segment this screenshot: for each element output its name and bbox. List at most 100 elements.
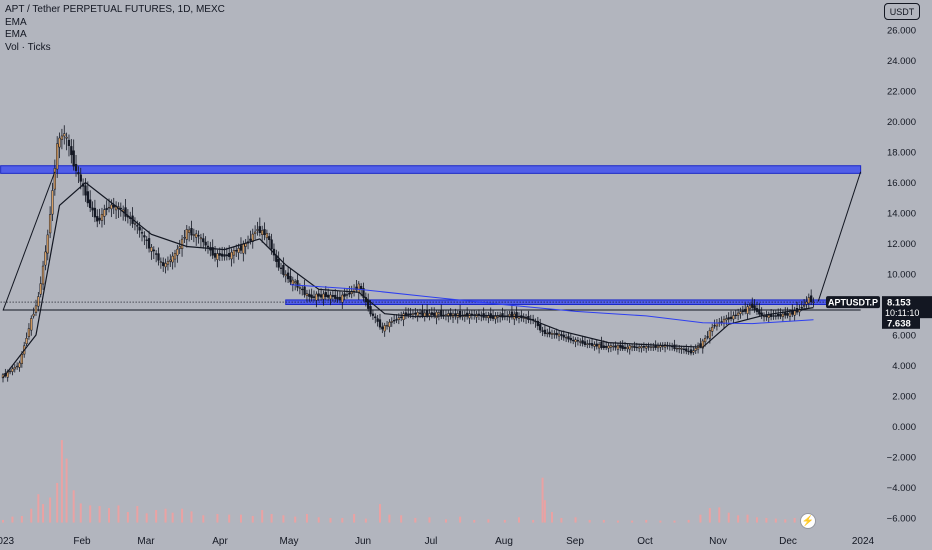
candle-body [225,254,228,257]
chart-title: APT / Tether PERPETUAL FUTURES, 1D, MEXC [5,4,225,15]
volume-bar [378,504,381,523]
candle-body [574,339,577,343]
candle-body [572,339,575,342]
candle-body [357,283,360,293]
x-axis-tick-label: Mar [137,536,155,547]
trend-line[interactable] [817,171,862,302]
y-axis-tick-label: 24.000 [887,56,916,67]
lightning-icon[interactable]: ⚡ [800,513,816,529]
zone-rectangle[interactable] [0,165,862,174]
candle-body [230,252,233,260]
candle-body [315,293,318,301]
candle-body [331,295,335,297]
candle-body [239,245,243,251]
candle-body [793,310,796,316]
candle-body [211,247,214,256]
x-axis-tick-label: Oct [637,536,653,547]
volume-bar [388,514,391,523]
candle-body [46,234,49,254]
candle-body [381,326,384,330]
volume-bar [793,517,796,523]
candle-body [734,314,737,317]
candle-body [689,349,693,354]
candle-body [157,253,160,261]
candle-body [569,337,572,341]
candle-body [301,288,304,291]
volume-bar [98,506,101,523]
volume-bar [673,520,676,523]
candle-body [15,365,19,368]
volume-bar [117,505,120,523]
volume-bar [400,515,403,523]
candle-body [711,326,714,332]
candle-body [159,261,163,263]
candle-body [638,346,641,349]
volume-bar [784,519,787,523]
candle-body [298,287,302,289]
candle-body [164,263,167,268]
candle-body [362,288,365,298]
volume-bar [645,519,648,523]
volume-bar [56,482,59,523]
candle-body [600,341,603,348]
candle-body [20,354,23,364]
y-axis-tick-label: 6.000 [892,331,916,342]
candle-body [86,191,89,204]
candle-body [192,234,195,236]
volume-bar [79,503,82,523]
indicator-volume[interactable]: Vol · Ticks [5,41,51,53]
candle-body [63,133,66,137]
volume-bar [699,514,702,523]
y-axis-tick-label: 14.000 [887,209,916,220]
candle-body [748,305,752,309]
volume-bar [727,512,730,523]
candle-body [541,330,544,332]
candle-body [228,252,231,257]
candle-body [494,315,497,320]
indicator-ema-2[interactable]: EMA [5,29,27,40]
candle-body [440,310,443,317]
volume-bar [588,519,591,523]
x-axis-tick-label: Sep [566,536,584,547]
candle-body [100,213,104,221]
volume-bar [737,515,740,523]
candle-body [171,255,174,263]
volume-bar [518,517,520,523]
volume-bar [550,512,553,523]
y-axis-tick-label: −4.000 [887,483,916,494]
candle-body [213,253,217,258]
ema-long-line[interactable] [290,284,814,325]
candle-body [338,296,342,301]
candle-body [640,346,643,349]
candle-body [376,318,379,322]
volume-bar [108,508,111,523]
candle-body [190,228,193,236]
volume-bar [261,510,264,523]
volume-bar [30,508,33,523]
candle-body [805,301,808,305]
candle-body [72,150,75,167]
candle-body [736,312,740,316]
volume-bar [11,516,14,523]
ema-short-line[interactable] [2,181,814,379]
indicator-ema-1[interactable]: EMA [5,16,27,28]
candle-body [713,325,716,327]
candle-body [614,345,617,348]
candle-body [411,313,415,316]
candle-body [548,331,551,335]
candle-body [774,315,777,317]
y-axis-tick-label: −2.000 [887,453,916,464]
candle-body [296,280,299,288]
candle-body [583,341,587,345]
candle-body [345,294,349,296]
candle-body [383,325,386,332]
candle-body [390,321,393,323]
candle-body [400,316,403,318]
candle-body [675,347,679,350]
trend-line[interactable] [2,171,56,311]
y-axis-tick-label: 26.000 [887,26,916,37]
currency-button[interactable]: USDT [884,3,920,20]
candle-body [195,233,198,238]
